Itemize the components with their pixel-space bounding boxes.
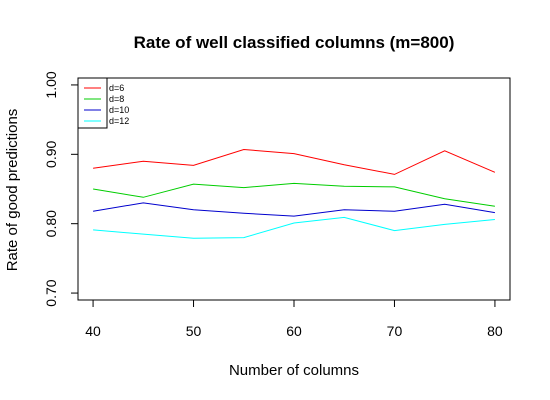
series-line-d-10 (93, 202, 495, 217)
chart-title: Rate of well classified columns (m=800) (134, 33, 455, 52)
y-tick-label: 0.70 (43, 279, 59, 306)
x-axis: 40 50 60 70 80 (85, 299, 503, 339)
legend-entry-d-12: d=12 (109, 116, 129, 126)
x-tick-label: 80 (487, 323, 503, 339)
y-axis: 0.70 0.80 0.90 1.00 (43, 71, 79, 307)
y-tick-label: 0.90 (43, 140, 59, 167)
legend: d=6d=8d=10d=12 (77, 77, 129, 129)
series-line-d-12 (93, 216, 495, 239)
legend-entry-d-8: d=8 (109, 94, 124, 104)
series-line-d-6 (93, 148, 496, 175)
x-tick-label: 70 (387, 323, 403, 339)
legend-box (77, 77, 108, 129)
legend-entry-d-10: d=10 (109, 105, 129, 115)
y-axis-label: Rate of good predictions (4, 109, 21, 272)
y-tick-label: 0.80 (43, 210, 59, 237)
plot-frame (77, 77, 511, 301)
legend-entry-d-6: d=6 (109, 83, 124, 93)
series-line-d-8 (93, 182, 495, 207)
y-tick-label: 1.00 (43, 71, 59, 98)
x-tick-label: 40 (85, 323, 101, 339)
series-layer (93, 148, 496, 239)
x-tick-label: 60 (286, 323, 302, 339)
x-axis-label: Number of columns (229, 362, 359, 379)
x-tick-label: 50 (186, 323, 202, 339)
